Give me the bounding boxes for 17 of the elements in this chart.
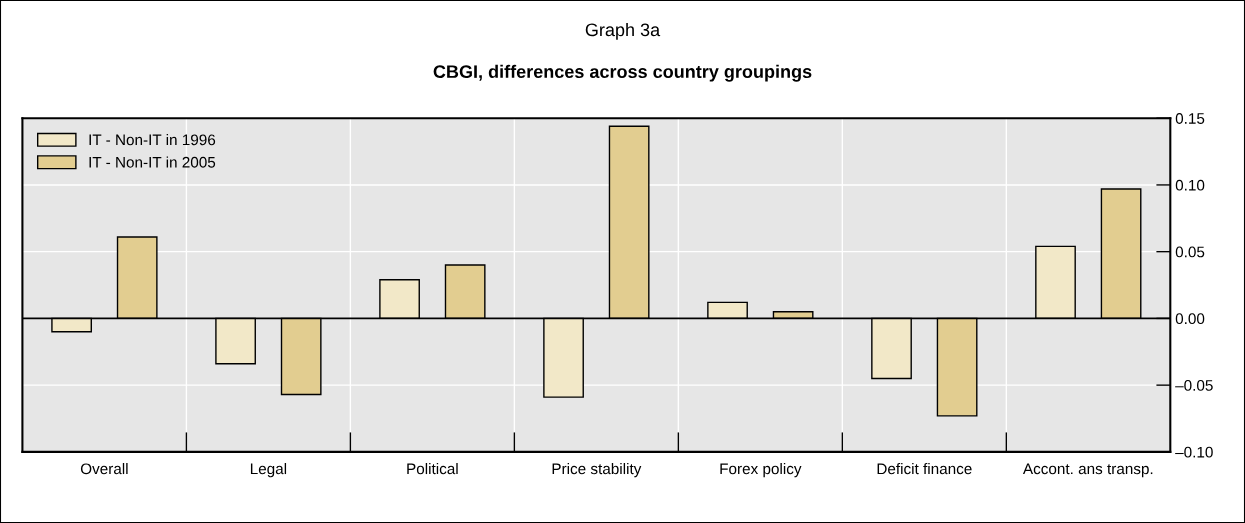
chart-title: Graph 3a <box>585 22 661 40</box>
legend-label: IT - Non-IT in 1996 <box>89 134 216 146</box>
x-tick-label: Overall <box>80 462 128 475</box>
y-tick-label: 0.05 <box>1175 246 1205 258</box>
y-tick-label: –0.05 <box>1175 380 1213 391</box>
y-tick-label: 0.15 <box>1175 113 1205 124</box>
x-tick-label: Forex policy <box>720 462 802 478</box>
y-tick-label: 0.10 <box>1175 179 1205 191</box>
y-tick-label: 0.00 <box>1175 313 1205 325</box>
chart-subtitle: CBGI, differences across country groupings <box>433 64 812 82</box>
x-tick-label: Deficit finance <box>877 462 972 475</box>
x-tick-label: Price stability <box>552 462 642 478</box>
x-tick-label: Political <box>407 462 458 475</box>
y-tick-label: –0.10 <box>1175 446 1213 458</box>
x-tick-label: Legal <box>250 462 287 478</box>
x-tick-label: Accont. ans transp. <box>1022 463 1153 478</box>
legend-label: IT - Non-IT in 2005 <box>89 156 216 168</box>
